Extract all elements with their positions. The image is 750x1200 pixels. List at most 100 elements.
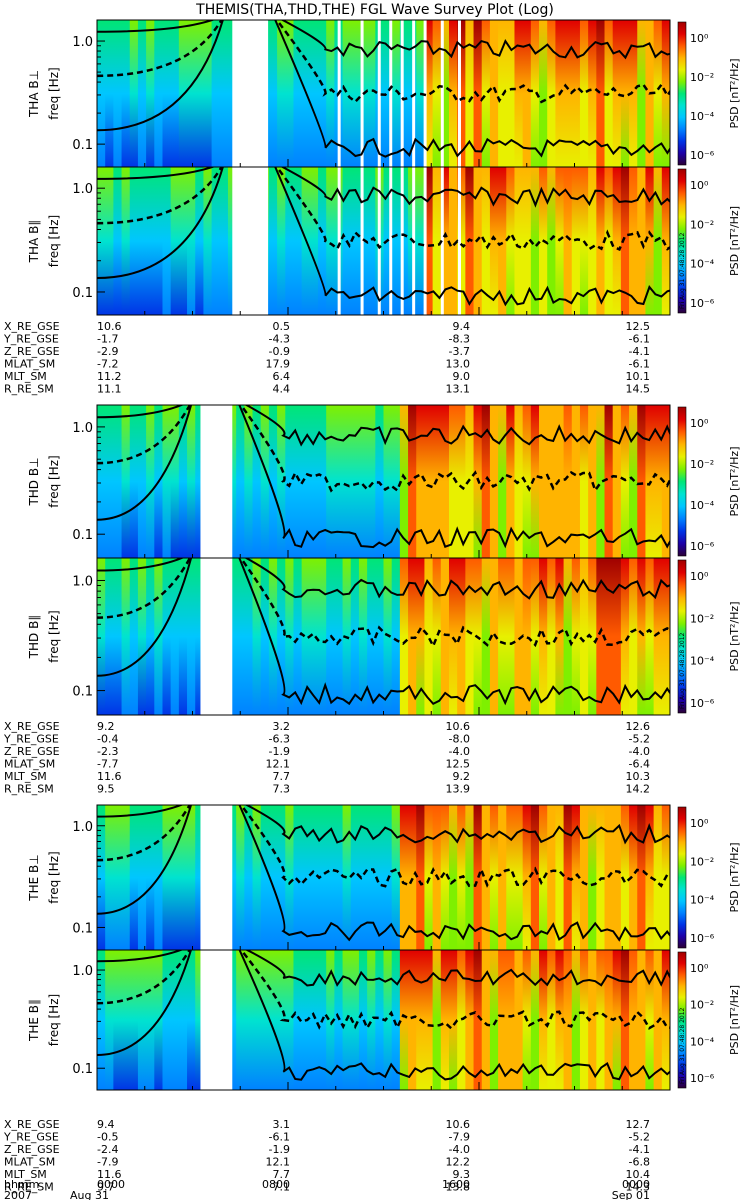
ephemeris-value: 14.5: [626, 383, 651, 396]
spectrogram-band: [465, 558, 475, 715]
y-tick-label: 1.0: [72, 820, 93, 835]
spectrogram-band: [498, 405, 507, 558]
frequency-curve: [97, 20, 670, 158]
spectrogram-band: [457, 20, 466, 167]
data-gap: [412, 20, 416, 167]
spectrogram-band: [522, 20, 532, 167]
spectrogram-band: [244, 805, 254, 950]
ephemeris-value: 7.7: [273, 770, 291, 783]
ephemeris-value: 14.2: [626, 783, 651, 796]
spectrogram-panel-thd-bperp: 1.0 0.1 THD B⊥ freq [Hz] 10⁰ 10⁻² 10⁻⁴ 10⁻⁶ PSD …: [27, 404, 741, 559]
spectrogram-band: [105, 558, 114, 715]
panel-ylabel: THE B⊥: [27, 854, 41, 901]
ephemeris-value: -4.3: [269, 333, 290, 346]
spectrogram-band: [440, 950, 450, 1090]
spectrogram-band: [268, 950, 278, 1090]
ephemeris-value: -6.1: [269, 1131, 290, 1144]
spectrogram-band: [187, 805, 196, 950]
spectrogram-band: [498, 167, 507, 315]
spectrogram-band: [588, 405, 597, 558]
timestamp-stamp: Fri Aug 31 07:48:28 2012: [679, 232, 686, 309]
ephemeris-value: -4.1: [629, 345, 650, 358]
spectrogram-band: [97, 405, 106, 558]
spectrogram-band: [211, 167, 221, 315]
spectrogram-band: [522, 805, 532, 950]
y-tick-label: 1.0: [72, 421, 93, 436]
panel-yunits: freq [Hz]: [47, 455, 61, 507]
spectrogram-band: [481, 20, 491, 167]
ephemeris-value: 3.1: [273, 1118, 291, 1131]
data-gap: [232, 167, 269, 315]
ephemeris-value: -4.1: [629, 1143, 650, 1156]
spectrogram-band: [653, 20, 663, 167]
spectrogram-band: [170, 558, 180, 715]
colorbar-tick-label: 10⁻⁴: [690, 894, 715, 907]
spectrogram-band: [105, 950, 114, 1090]
colorbar-tick-label: 10⁰: [690, 179, 709, 192]
ephemeris-row-label: X_RE_GSE: [4, 320, 60, 333]
ephemeris-value: -7.9: [449, 1131, 470, 1144]
spectrogram-band: [162, 950, 172, 1090]
date-label: Aug 31: [70, 1189, 109, 1200]
spectrogram-band: [489, 167, 499, 315]
spectrogram-band: [162, 167, 172, 315]
spectrogram-band: [391, 950, 401, 1090]
spectrogram-band: [588, 167, 597, 315]
colorbar-label: PSD [nT²/Hz]: [728, 985, 741, 1055]
colorbar-tick-label: 10⁻⁶: [690, 149, 715, 162]
spectrogram-band: [547, 405, 556, 558]
spectrogram-band: [285, 405, 295, 558]
spectrogram-band: [555, 558, 565, 715]
spectrogram-band: [309, 805, 319, 950]
frequency-curve: [97, 405, 670, 549]
ephemeris-value: -3.7: [449, 345, 470, 358]
frequency-curve: [97, 20, 670, 104]
ephemeris-value: 11.6: [97, 770, 122, 783]
spectrogram-band: [326, 167, 335, 315]
ephemeris-row-label: X_RE_GSE: [4, 1118, 60, 1131]
spectrogram-image: [97, 558, 670, 715]
data-gap: [377, 20, 381, 167]
spectrogram-band: [375, 558, 385, 715]
spectrogram-band: [596, 558, 606, 715]
spectrogram-band: [318, 558, 327, 715]
ephemeris-value: -5.2: [629, 733, 650, 746]
spectrogram-band: [105, 405, 114, 558]
ephemeris-row-label: MLT_SM: [4, 1168, 47, 1181]
ephemeris-value: 11.2: [97, 370, 122, 383]
ephemeris-value: 10.6: [446, 720, 471, 733]
ephemeris-row-label: R_RE_SM: [4, 383, 54, 396]
spectrogram-image: [97, 20, 670, 167]
ephemeris-value: 10.1: [626, 370, 651, 383]
spectrogram-band: [440, 558, 450, 715]
ephemeris-row-label: MLAT_SM: [4, 358, 55, 371]
colorbar-tick-label: 10⁻⁶: [690, 932, 715, 945]
data-gap: [389, 20, 393, 167]
spectrogram-band: [358, 950, 368, 1090]
ephemeris-value: -2.4: [97, 1143, 118, 1156]
spectrogram-band: [137, 558, 147, 715]
ephemeris-value: -8.3: [449, 333, 470, 346]
spectrogram-band: [465, 950, 475, 1090]
spectrogram-band: [170, 405, 180, 558]
spectrogram-band: [498, 805, 507, 950]
spectrogram-band: [416, 405, 426, 558]
spectrogram-band: [440, 20, 450, 167]
spectrogram-band: [596, 950, 606, 1090]
spectrogram-band: [571, 167, 581, 315]
spectrogram-band: [530, 805, 540, 950]
spectrogram-band: [268, 558, 278, 715]
spectrogram-band: [612, 20, 622, 167]
spectrogram-band: [236, 805, 245, 950]
spectrogram-band: [342, 20, 352, 167]
frequency-curve: [97, 167, 670, 252]
spectrogram-band: [137, 805, 147, 950]
ephemeris-value: 9.4: [453, 320, 471, 333]
panel-ylabel: THD B⊥: [27, 457, 41, 506]
spectrogram-band: [588, 805, 597, 950]
spectrogram-band: [391, 405, 401, 558]
spectrogram-band: [203, 167, 213, 315]
spectrogram-band: [383, 405, 393, 558]
frequency-curve: [97, 558, 670, 600]
spectrogram-band: [121, 950, 131, 1090]
